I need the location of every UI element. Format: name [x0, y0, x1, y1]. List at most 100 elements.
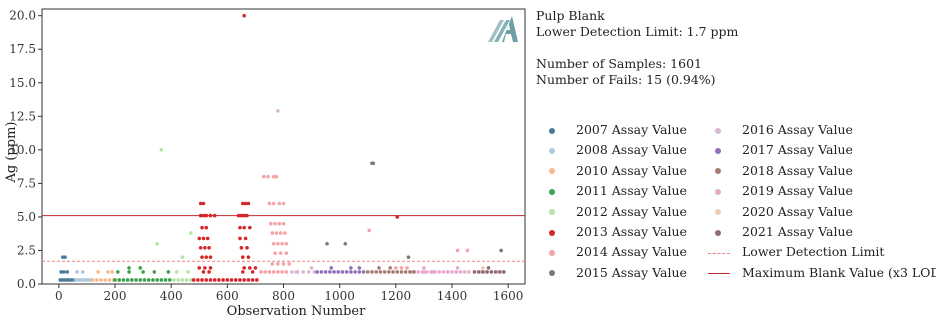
data-point: [340, 270, 345, 274]
data-point: [167, 278, 172, 282]
data-point: [336, 270, 341, 274]
data-point: [332, 270, 336, 274]
data-point: [94, 278, 99, 282]
data-point: [277, 221, 282, 226]
data-point: [485, 270, 489, 274]
data-point: [370, 270, 374, 274]
data-point: [395, 215, 400, 219]
data-point: [191, 278, 196, 282]
data-point: [62, 270, 66, 274]
y-axis-label: Ag (ppm): [4, 122, 19, 184]
data-point: [343, 241, 348, 246]
x-tick-label: 800: [272, 289, 295, 303]
num-samples-text: Number of Samples: 1601: [536, 56, 702, 71]
data-point: [245, 213, 249, 218]
data-point: [242, 213, 246, 218]
data-point: [99, 278, 103, 282]
data-point: [239, 245, 244, 250]
data-point: [255, 278, 259, 282]
data-point: [284, 270, 289, 274]
legend-label: 2014 Assay Value: [576, 244, 687, 260]
x-tick-label: 200: [104, 289, 127, 303]
legend-item: 2018 Assay Value: [706, 162, 853, 180]
data-point: [79, 278, 84, 282]
legend-label: 2013 Assay Value: [576, 224, 687, 239]
legend-item: 2020 Assay Value: [706, 203, 853, 221]
data-point: [86, 278, 91, 282]
data-point: [271, 270, 276, 274]
legend-item: 2019 Assay Value: [706, 182, 853, 200]
data-point: [259, 270, 263, 274]
data-point: [204, 278, 209, 282]
data-point: [497, 270, 502, 274]
data-point: [205, 236, 210, 241]
data-point: [159, 148, 164, 152]
data-point: [243, 236, 248, 241]
y-tick-label: 12.5: [9, 109, 36, 123]
legend-item: 2012 Assay Value: [540, 203, 687, 221]
data-point: [242, 266, 246, 270]
data-point: [481, 266, 485, 270]
legend-item: 2016 Assay Value: [706, 121, 853, 139]
legend-label: 2007 Assay Value: [576, 122, 687, 137]
data-point: [117, 278, 122, 282]
data-point: [67, 278, 71, 282]
data-point: [197, 266, 202, 270]
legend-marker-swatch: [706, 142, 730, 160]
data-point: [246, 278, 251, 282]
data-point: [486, 266, 491, 270]
data-point: [159, 278, 164, 282]
data-point: [472, 270, 477, 274]
y-tick-label: 15.0: [9, 76, 36, 90]
data-point: [201, 201, 206, 206]
x-tick-label: 0: [55, 289, 63, 303]
x-tick-label: 600: [216, 289, 239, 303]
data-point: [236, 213, 241, 218]
data-point: [96, 270, 100, 274]
data-point: [263, 270, 268, 274]
data-point: [212, 213, 217, 218]
x-tick-label: 400: [160, 289, 183, 303]
data-point: [371, 161, 376, 166]
data-point: [367, 228, 371, 233]
legend-label: 2010 Assay Value: [576, 162, 687, 178]
data-point: [395, 270, 400, 274]
data-point: [125, 278, 130, 282]
y-tick-label: 20.0: [9, 9, 36, 23]
legend-item: 2008 Assay Value: [540, 141, 687, 159]
data-point: [406, 255, 411, 259]
data-point: [253, 266, 258, 270]
legend-label: 2021 Assay Value: [742, 224, 853, 239]
data-point: [276, 270, 280, 274]
data-point: [110, 270, 115, 274]
data-point: [248, 266, 252, 270]
data-point: [180, 255, 185, 259]
data-point: [388, 266, 393, 270]
legend-item: 2015 Assay Value: [540, 264, 687, 282]
data-point: [287, 262, 291, 266]
data-point: [281, 201, 286, 206]
x-tick-label: 1400: [437, 289, 468, 303]
legend-label: 2020 Assay Value: [742, 203, 853, 219]
data-point: [361, 270, 366, 274]
data-point: [146, 278, 151, 282]
data-point: [80, 270, 85, 274]
legend-marker-swatch: [540, 244, 564, 262]
data-point: [207, 270, 211, 274]
data-point: [201, 270, 206, 274]
data-point: [76, 278, 81, 282]
plot-layer: 0 200 400 600 800 1000 1200 1400 1600 0.0 2.5 5.0 7.…: [9, 8, 526, 303]
data-point: [204, 225, 209, 230]
legend-label: 2015 Assay Value: [576, 264, 687, 280]
data-point: [433, 270, 437, 274]
legend-marker-swatch: [540, 264, 564, 282]
legend-label: 2018 Assay Value: [742, 162, 853, 178]
data-point: [309, 266, 314, 270]
data-point: [374, 270, 378, 274]
data-point: [437, 270, 442, 274]
data-point: [63, 255, 67, 259]
data-point: [134, 278, 138, 282]
data-point: [274, 174, 279, 179]
x-tick-label: 1200: [381, 289, 412, 303]
legend-marker-swatch: [706, 162, 730, 180]
